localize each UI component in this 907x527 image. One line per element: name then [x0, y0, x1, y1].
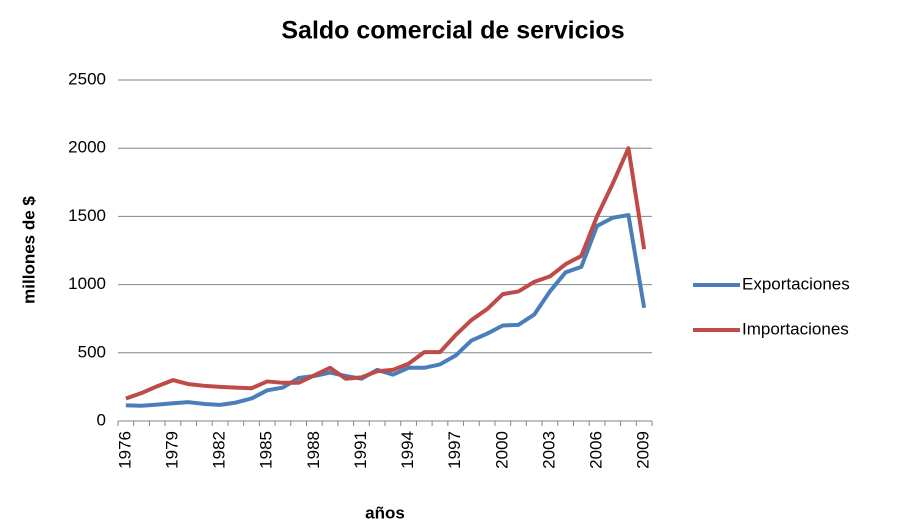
y-tick-label: 2500 [68, 69, 106, 88]
line-series [125, 146, 647, 401]
x-tick-label: 2006 [587, 431, 606, 469]
x-tick-label: 1991 [351, 431, 370, 469]
y-tick-label: 500 [78, 342, 106, 361]
x-tick-label: 1982 [210, 431, 229, 469]
x-tick-label: 2003 [539, 431, 558, 469]
x-axis-title: años [365, 503, 405, 522]
y-tick-label: 0 [97, 410, 106, 429]
chart-title: Saldo comercial de servicios [281, 17, 624, 45]
legend-label: Importaciones [742, 319, 849, 338]
x-tick-label: 2000 [492, 431, 511, 469]
y-tick-label: 1500 [68, 206, 106, 225]
x-tick-label: 1985 [257, 431, 276, 469]
x-tick-label: 1976 [115, 431, 134, 469]
y-axis-title: millones de $ [19, 196, 38, 304]
x-tick-label: 1997 [445, 431, 464, 469]
y-tick-label: 1000 [68, 274, 106, 293]
x-tick-label: 1988 [304, 431, 323, 469]
x-tick-label: 1994 [398, 431, 417, 469]
legend-label: Exportaciones [742, 274, 850, 293]
x-tick-label: 2009 [634, 431, 653, 469]
x-tick-label: 1979 [162, 431, 181, 469]
y-tick-label: 2000 [68, 138, 106, 157]
